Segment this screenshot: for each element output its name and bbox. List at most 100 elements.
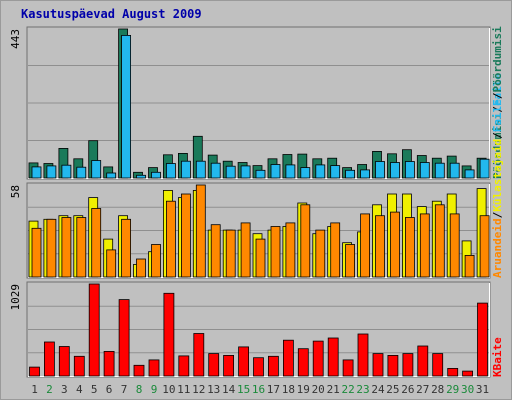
bar-KBaite-day-26 [402, 353, 414, 377]
legend-item: Pöördumisi [491, 26, 504, 93]
bar-Aruandeid-day-26 [404, 217, 415, 278]
bar-Faile-day-12 [195, 160, 206, 179]
bar-Aruandeid-day-23 [360, 213, 371, 278]
x-tick-label: 29 [446, 383, 459, 396]
bar-Aruandeid-day-6 [106, 249, 117, 278]
x-tick-label: 7 [121, 383, 128, 396]
bar-Faile-day-4 [76, 166, 87, 179]
bar-Aruandeid-day-14 [225, 229, 236, 278]
bar-Aruandeid-day-10 [165, 200, 176, 278]
x-tick-label: 23 [356, 383, 369, 396]
bar-KBaite-day-31 [477, 302, 488, 377]
panel-legend: Aruandeid/Külastajaid/Faile/Pöördumisi [491, 26, 504, 278]
bar-Faile-day-7 [121, 35, 131, 179]
bar-KBaite-day-14 [223, 354, 235, 377]
bar-Faile-day-1 [31, 166, 42, 179]
bar-Aruandeid-day-24 [375, 215, 385, 278]
chart-title: Kasutuspäevad August 2009 [21, 7, 202, 21]
bar-Aruandeid-day-22 [345, 244, 356, 278]
bar-KBaite-day-6 [103, 350, 115, 377]
bar-KBaite-day-20 [312, 340, 324, 377]
bar-KBaite-day-18 [282, 339, 294, 377]
bar-Aruandeid-day-19 [300, 204, 311, 278]
legend-item: Külastajaid [491, 139, 504, 212]
panel-legend: KBaite [491, 337, 504, 377]
bar-Faile-day-17 [270, 164, 281, 179]
x-tick-label: 11 [177, 383, 190, 396]
bar-KBaite-day-12 [193, 333, 205, 377]
bar-Faile-day-27 [419, 162, 430, 179]
max-value-label: 58 [9, 185, 22, 198]
bar-KBaite-day-9 [148, 359, 160, 377]
bar-Faile-day-5 [91, 160, 102, 179]
bar-KBaite-day-23 [357, 333, 369, 377]
bar-KBaite-day-28 [432, 353, 444, 377]
bar-KBaite-day-7 [118, 299, 130, 377]
x-tick-label: 20 [312, 383, 325, 396]
bar-Faile-day-15 [240, 165, 251, 179]
x-tick-label: 19 [297, 383, 310, 396]
x-tick-label: 22 [341, 383, 354, 396]
x-tick-label: 24 [371, 383, 385, 396]
bar-Aruandeid-day-28 [434, 204, 445, 278]
bar-KBaite-day-1 [29, 366, 40, 377]
x-tick-label: 16 [252, 383, 265, 396]
bar-Faile-day-22 [345, 169, 356, 179]
bar-Faile-day-9 [151, 171, 161, 179]
bar-Aruandeid-day-1 [31, 227, 42, 278]
bar-KBaite-day-30 [462, 370, 474, 377]
bar-Faile-day-16 [255, 169, 266, 179]
panel-3: 1029 KBaite [9, 281, 504, 378]
max-value-label: 1029 [9, 284, 22, 311]
bar-KBaite-day-19 [297, 348, 309, 377]
series-Aruandeid [31, 184, 490, 278]
x-tick-label: 15 [237, 383, 250, 396]
series-Faile [31, 35, 490, 179]
legend-item: Aruandeid [491, 218, 504, 278]
legend-item: Faile [491, 99, 504, 132]
x-tick-label: 26 [401, 383, 414, 396]
bar-Faile-day-2 [46, 165, 57, 179]
bar-KBaite-day-21 [327, 337, 339, 377]
bar-Faile-day-18 [285, 164, 296, 179]
max-value-label: 443 [9, 29, 22, 49]
bar-Aruandeid-day-13 [210, 224, 221, 278]
x-tick-label: 30 [461, 383, 474, 396]
bar-Aruandeid-day-16 [255, 238, 266, 278]
bar-Faile-day-24 [375, 161, 385, 179]
legend-item: Pöördumisi [491, 112, 504, 179]
x-tick-label: 9 [151, 383, 158, 396]
x-tick-label: 25 [386, 383, 399, 396]
bar-Aruandeid-day-5 [91, 208, 102, 278]
bar-Aruandeid-day-12 [195, 184, 206, 278]
bar-Aruandeid-day-11 [180, 193, 191, 278]
bar-Aruandeid-day-31 [479, 215, 490, 278]
bar-Faile-day-26 [404, 161, 415, 179]
x-tick-label: 4 [76, 383, 83, 396]
x-tick-label: 17 [267, 383, 280, 396]
bar-Faile-day-21 [330, 165, 341, 179]
bar-Faile-day-3 [61, 164, 72, 179]
x-tick-label: 18 [282, 383, 295, 396]
bar-Aruandeid-day-21 [330, 222, 341, 278]
bar-Faile-day-8 [136, 174, 146, 179]
x-tick-label: 1 [31, 383, 38, 396]
x-tick-label: 12 [192, 383, 205, 396]
bar-KBaite-day-11 [178, 355, 190, 377]
bar-Faile-day-23 [360, 169, 371, 179]
panel-1: 443 Pöördumisi/Faile [9, 26, 504, 180]
x-tick-label: 13 [207, 383, 220, 396]
bar-Aruandeid-day-30 [464, 254, 475, 278]
bar-Faile-day-31 [479, 158, 490, 179]
bar-KBaite-day-17 [267, 355, 279, 377]
x-tick-label: 2 [46, 383, 53, 396]
x-tick-label: 14 [222, 383, 236, 396]
x-tick-label: 27 [416, 383, 429, 396]
legend-item: Faile [491, 73, 504, 106]
bar-KBaite-day-22 [342, 359, 354, 377]
bar-Faile-day-25 [390, 162, 400, 179]
bar-Faile-day-29 [449, 162, 460, 179]
x-tick-label: 10 [162, 383, 175, 396]
bar-Faile-day-6 [106, 172, 117, 179]
bar-KBaite-day-24 [372, 353, 384, 377]
